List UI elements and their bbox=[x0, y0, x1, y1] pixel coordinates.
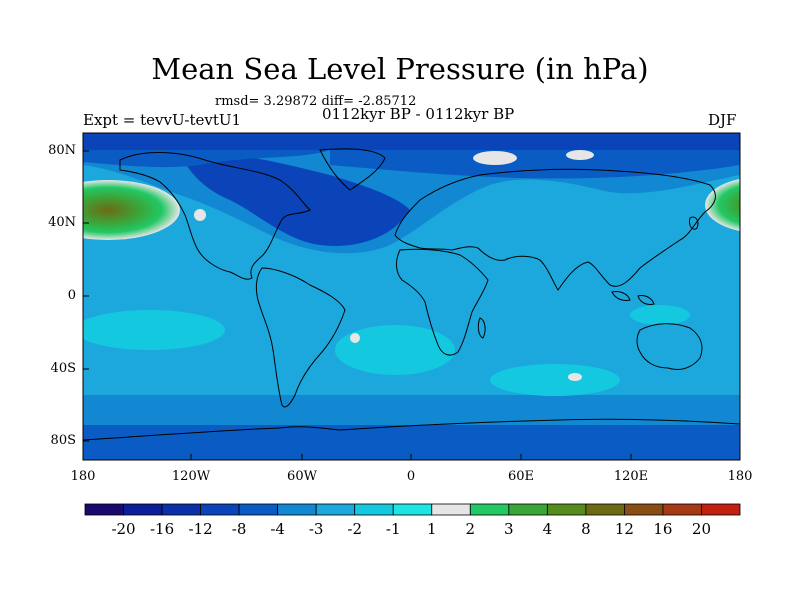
colorbar-swatch bbox=[624, 503, 664, 516]
colorbar-label: 16 bbox=[653, 520, 673, 538]
colorbar-swatch bbox=[277, 503, 317, 516]
colorbar-label: -3 bbox=[308, 520, 324, 538]
colorbar-label: 4 bbox=[542, 520, 553, 538]
lon-label-0: 0 bbox=[406, 469, 416, 484]
maritime-continent-coast bbox=[611, 291, 655, 305]
north-america-coast bbox=[119, 152, 311, 280]
lon-label-60w: 60W bbox=[287, 469, 317, 484]
lon-label-180w: 180 bbox=[70, 469, 96, 484]
colorbar-label: 20 bbox=[691, 520, 712, 538]
lon-label-120e: 120E bbox=[613, 469, 649, 484]
colorbar-swatch bbox=[200, 503, 240, 516]
colorbar-swatch bbox=[315, 503, 356, 516]
australia-coast bbox=[636, 323, 703, 371]
colorbar-label: 3 bbox=[504, 520, 514, 538]
coastlines bbox=[83, 148, 740, 441]
colorbar-swatch bbox=[585, 503, 625, 516]
colorbar-label: 1 bbox=[426, 520, 437, 538]
colorbar bbox=[84, 503, 741, 516]
south-america-coast bbox=[255, 267, 346, 408]
colorbar-swatch bbox=[701, 503, 741, 516]
japan-coast bbox=[689, 216, 699, 230]
greenland-coast bbox=[319, 148, 386, 191]
colorbar-swatch bbox=[508, 503, 548, 516]
lat-label-40s: 40S bbox=[50, 361, 76, 376]
colorbar-swatch bbox=[662, 503, 702, 516]
colorbar-label: -20 bbox=[111, 520, 136, 538]
colorbar-swatch bbox=[161, 503, 201, 516]
rmsd-diff-stats: rmsd= 3.29872 diff= -2.85712 bbox=[215, 94, 417, 109]
axis-ticks bbox=[83, 150, 632, 460]
lon-label-60e: 60E bbox=[507, 469, 535, 484]
colorbar-label: -1 bbox=[385, 520, 401, 538]
lon-label-120w: 120W bbox=[171, 469, 211, 484]
lon-label-180e: 180 bbox=[727, 469, 753, 484]
pressure-field bbox=[83, 133, 740, 460]
colorbar-swatch bbox=[354, 503, 394, 516]
colorbar-label: -12 bbox=[188, 520, 213, 538]
antarctica-coast bbox=[83, 418, 740, 441]
colorbar-label: 2 bbox=[465, 520, 476, 538]
eurasia-coast bbox=[394, 168, 716, 291]
colorbar-label: 8 bbox=[581, 520, 591, 538]
colorbar-label: -2 bbox=[347, 520, 363, 538]
colorbar-label: -8 bbox=[231, 520, 247, 538]
colorbar-swatch bbox=[84, 503, 124, 516]
colorbar-swatch bbox=[469, 503, 510, 516]
experiment-label: Expt = tevvU-tevtU1 bbox=[83, 111, 242, 129]
lat-label-80s: 80S bbox=[50, 433, 76, 448]
lat-label-40n: 40N bbox=[48, 215, 76, 230]
africa-coast bbox=[396, 248, 489, 356]
lat-label-0: 0 bbox=[67, 288, 76, 303]
colorbar-swatch bbox=[546, 503, 587, 516]
madagascar-coast bbox=[477, 317, 486, 339]
colorbar-swatch bbox=[431, 503, 471, 516]
colorbar-swatch bbox=[238, 503, 279, 516]
colorbar-label: -16 bbox=[149, 520, 175, 538]
colorbar-swatch bbox=[123, 503, 163, 516]
period-label: 0112kyr BP - 0112kyr BP bbox=[322, 105, 515, 123]
lat-label-80n: 80N bbox=[48, 143, 76, 158]
map-title: Mean Sea Level Pressure (in hPa) bbox=[151, 52, 649, 86]
colorbar-label: -4 bbox=[270, 520, 285, 538]
colorbar-swatch bbox=[392, 503, 433, 516]
colorbar-label: 12 bbox=[614, 520, 634, 538]
season-label: DJF bbox=[708, 111, 737, 129]
